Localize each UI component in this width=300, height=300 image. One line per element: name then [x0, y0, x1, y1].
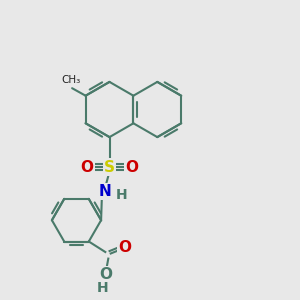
Text: CH₃: CH₃ — [62, 75, 81, 85]
Text: S: S — [104, 160, 115, 175]
Text: O: O — [118, 240, 131, 255]
Text: N: N — [99, 184, 111, 199]
Text: O: O — [99, 267, 112, 282]
Text: O: O — [80, 160, 94, 175]
Text: H: H — [97, 281, 108, 295]
Text: O: O — [125, 160, 139, 175]
Text: H: H — [116, 188, 127, 202]
